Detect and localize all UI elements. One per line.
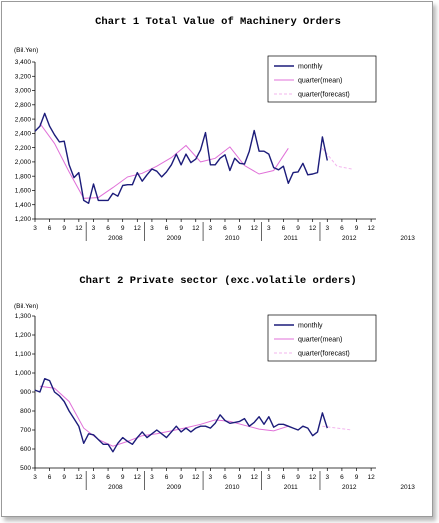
y-tick-label: 1,200 <box>15 216 32 223</box>
x-tick-label: 6 <box>340 225 344 232</box>
x-tick-label: 3 <box>92 474 96 481</box>
y-tick-label: 3,400 <box>15 59 32 66</box>
x-tick-label: 9 <box>238 225 242 232</box>
y-axis-unit: (Bil.Yen) <box>14 47 38 54</box>
y-tick-label: 1,400 <box>15 202 32 209</box>
year-label: 2008 <box>108 235 123 242</box>
x-tick-label: 12 <box>134 225 142 232</box>
x-tick-label: 12 <box>134 474 142 481</box>
y-tick-label: 2,000 <box>15 159 32 166</box>
y-tick-label: 1,600 <box>15 188 32 195</box>
x-tick-label: 9 <box>121 474 125 481</box>
x-tick-label: 9 <box>62 225 66 232</box>
figure-frame: Chart 1 Total Value of Machinery Orders (… <box>1 1 433 517</box>
y-tick-label: 2,800 <box>15 102 32 109</box>
x-tick-label: 3 <box>150 225 154 232</box>
x-tick-label: 3 <box>209 225 213 232</box>
x-tick-label: 6 <box>165 225 169 232</box>
series-line-quarter-mean <box>39 385 289 447</box>
year-label: 2011 <box>284 235 298 242</box>
year-label: 2013 <box>400 235 415 242</box>
y-tick-label: 600 <box>20 446 31 453</box>
x-tick-label: 9 <box>238 474 242 481</box>
year-label: 2012 <box>342 235 357 242</box>
y-axis-unit: (Bil.Yen) <box>14 303 38 310</box>
x-tick-label: 3 <box>209 474 213 481</box>
x-tick-label: 9 <box>355 225 359 232</box>
x-tick-label: 12 <box>251 225 259 232</box>
x-tick-label: 3 <box>325 474 329 481</box>
y-tick-label: 2,400 <box>15 131 32 138</box>
y-tick-label: 1,300 <box>15 313 32 320</box>
year-label: 2009 <box>167 484 182 491</box>
x-tick-label: 12 <box>251 474 259 481</box>
x-tick-label: 12 <box>368 225 376 232</box>
year-label: 2010 <box>225 484 240 491</box>
x-tick-label: 3 <box>267 474 271 481</box>
year-label: 2013 <box>400 484 415 491</box>
x-tick-label: 6 <box>106 225 110 232</box>
legend-label: monthly <box>298 322 323 329</box>
y-tick-label: 2,600 <box>15 116 32 123</box>
year-label: 2012 <box>342 484 357 491</box>
x-tick-label: 6 <box>282 474 286 481</box>
series-line-quarter-forecast <box>322 147 352 170</box>
x-tick-label: 6 <box>48 474 52 481</box>
y-tick-label: 2,200 <box>15 145 32 152</box>
series-line-monthly <box>34 378 328 453</box>
year-label: 2011 <box>284 484 298 491</box>
x-tick-label: 3 <box>325 225 329 232</box>
x-tick-label: 6 <box>165 474 169 481</box>
year-label: 2010 <box>225 235 240 242</box>
x-tick-label: 6 <box>223 225 227 232</box>
legend-label: quarter(mean) <box>298 336 342 343</box>
x-tick-label: 12 <box>75 225 83 232</box>
y-tick-label: 800 <box>20 408 31 415</box>
x-tick-label: 9 <box>179 225 183 232</box>
y-tick-label: 500 <box>20 465 31 472</box>
chart-title: Chart 2 Private sector (exc.volatile ord… <box>79 275 356 287</box>
x-tick-label: 12 <box>192 474 200 481</box>
x-tick-label: 9 <box>296 225 300 232</box>
y-tick-label: 3,000 <box>15 88 32 95</box>
x-tick-label: 3 <box>267 225 271 232</box>
x-tick-label: 6 <box>223 474 227 481</box>
x-tick-label: 9 <box>296 474 300 481</box>
y-tick-label: 700 <box>20 427 31 434</box>
x-tick-label: 9 <box>179 474 183 481</box>
x-tick-label: 6 <box>48 225 52 232</box>
y-tick-label: 900 <box>20 389 31 396</box>
x-tick-label: 6 <box>282 225 286 232</box>
legend-label: monthly <box>298 63 323 70</box>
x-tick-label: 6 <box>340 474 344 481</box>
legend-label: quarter(mean) <box>298 77 342 84</box>
x-tick-label: 6 <box>106 474 110 481</box>
y-tick-label: 1,000 <box>15 370 32 377</box>
y-tick-label: 1,200 <box>15 332 32 339</box>
y-tick-label: 1,100 <box>15 351 32 358</box>
year-label: 2009 <box>167 235 182 242</box>
x-tick-label: 9 <box>121 225 125 232</box>
chart-1: Chart 1 Total Value of Machinery Orders (… <box>14 16 415 242</box>
chart-2: Chart 2 Private sector (exc.volatile ord… <box>14 275 415 491</box>
y-tick-label: 1,800 <box>15 173 32 180</box>
x-tick-label: 9 <box>62 474 66 481</box>
series-line-monthly <box>34 112 328 204</box>
x-tick-label: 9 <box>355 474 359 481</box>
x-tick-label: 3 <box>92 225 96 232</box>
x-tick-label: 3 <box>150 474 154 481</box>
chart-title: Chart 1 Total Value of Machinery Orders <box>95 16 341 28</box>
x-tick-label: 12 <box>309 474 317 481</box>
x-tick-label: 3 <box>33 474 37 481</box>
x-tick-label: 3 <box>33 225 37 232</box>
x-tick-label: 12 <box>192 225 200 232</box>
x-tick-label: 12 <box>75 474 83 481</box>
x-tick-label: 12 <box>309 225 317 232</box>
x-tick-label: 12 <box>368 474 376 481</box>
legend-label: quarter(forecast) <box>298 350 350 357</box>
y-tick-label: 3,200 <box>15 73 32 80</box>
year-label: 2008 <box>108 484 123 491</box>
legend-label: quarter(forecast) <box>298 91 350 98</box>
series-line-quarter-mean <box>39 123 289 199</box>
